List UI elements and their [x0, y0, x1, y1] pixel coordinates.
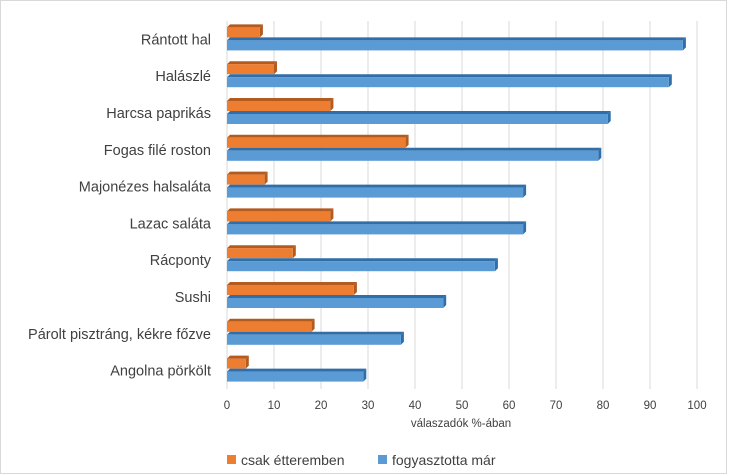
x-axis-title: válaszadók %-ában	[411, 418, 511, 430]
legend-label-fogyasztotta-mar: fogyasztotta már	[392, 452, 496, 468]
category-label-majonezes-halsalata: Majonézes halsaláta	[79, 180, 212, 196]
bar-parolt-pisztrang-kekre-fozve-fogyasztotta-mar	[227, 331, 404, 345]
category-label-lazac-salata: Lazac saláta	[130, 216, 212, 232]
bar-halaszle-csak-etteremben	[227, 61, 277, 75]
bar-rantott-hal-csak-etteremben	[227, 24, 263, 38]
bar-sushi-fogyasztotta-mar	[227, 295, 447, 308]
x-tick-0: 0	[224, 400, 230, 412]
legend-label-csak-etteremben: csak étteremben	[241, 452, 345, 468]
category-labels: Rántott hal Halászlé Harcsa paprikás Fogas …	[28, 32, 212, 379]
bar-racponty-fogyasztotta-mar	[227, 258, 498, 272]
bar-angolna-porkolt-csak-etteremben	[227, 355, 249, 369]
x-tick-80: 80	[597, 400, 610, 412]
x-tick-60: 60	[503, 400, 516, 412]
x-tick-10: 10	[268, 400, 281, 412]
category-label-halaszle: Halászlé	[155, 69, 211, 85]
category-label-sushi: Sushi	[175, 290, 211, 306]
bar-lazac-salata-csak-etteremben	[227, 208, 334, 222]
bar-harcsa-paprikas-csak-etteremben	[227, 98, 334, 111]
category-label-fogas-file-roston: Fogas filé roston	[104, 143, 211, 159]
bar-fogas-file-roston-fogyasztotta-mar	[227, 147, 602, 161]
x-tick-50: 50	[456, 400, 469, 412]
x-tick-40: 40	[409, 400, 422, 412]
bars	[227, 24, 686, 382]
bar-racponty-csak-etteremben	[227, 245, 296, 259]
category-label-harcsa-paprikas: Harcsa paprikás	[106, 106, 211, 122]
bar-majonezes-halsalata-csak-etteremben	[227, 171, 268, 185]
bar-fogas-file-roston-csak-etteremben	[227, 134, 409, 148]
bar-angolna-porkolt-fogyasztotta-mar	[227, 368, 367, 382]
legend-swatch-fogyasztotta-mar	[378, 455, 387, 464]
x-tick-90: 90	[644, 400, 657, 412]
legend: csak étteremben fogyasztotta már	[227, 452, 496, 468]
x-tick-70: 70	[550, 400, 563, 412]
bar-majonezes-halsalata-fogyasztotta-mar	[227, 184, 527, 198]
x-tick-labels: 0 10 20 30 40 50 60 70 80 90 100	[224, 400, 707, 412]
category-label-angolna-porkolt: Angolna pörkölt	[110, 364, 211, 380]
legend-swatch-csak-etteremben	[227, 455, 236, 464]
bar-lazac-salata-fogyasztotta-mar	[227, 221, 527, 235]
category-label-rantott-hal: Rántott hal	[141, 32, 211, 48]
bar-harcsa-paprikas-fogyasztotta-mar	[227, 111, 611, 124]
bar-sushi-csak-etteremben	[227, 282, 357, 295]
x-tick-100: 100	[687, 400, 706, 412]
category-label-parolt-pisztrang-kekre-fozve: Párolt pisztráng, kékre főzve	[28, 327, 211, 343]
bar-rantott-hal-fogyasztotta-mar	[227, 37, 686, 51]
bar-halaszle-fogyasztotta-mar	[227, 74, 672, 88]
x-tick-20: 20	[315, 400, 328, 412]
x-tick-30: 30	[362, 400, 375, 412]
category-label-racponty: Rácponty	[150, 253, 212, 269]
bar-parolt-pisztrang-kekre-fozve-csak-etteremben	[227, 318, 315, 332]
